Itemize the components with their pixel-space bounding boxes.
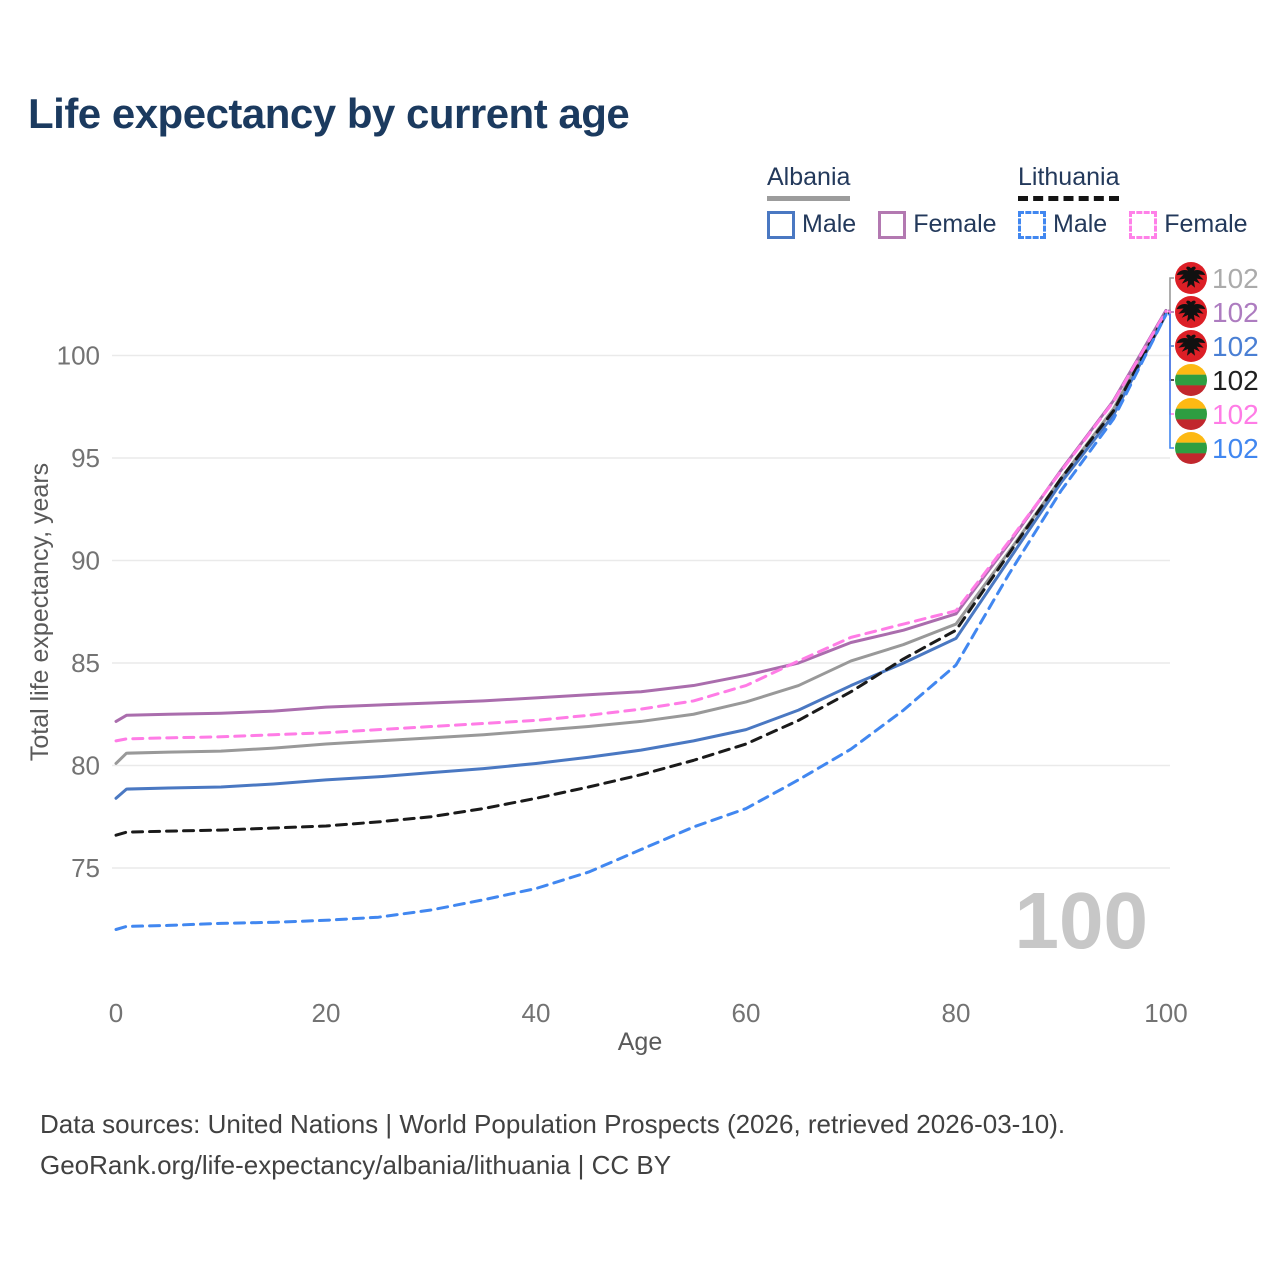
legend-item-lithuania-male[interactable]: Male <box>1018 210 1107 239</box>
end-value-label-lithuania-male: 102 <box>1212 433 1259 464</box>
attribution-line: GeoRank.org/life-expectancy/albania/lith… <box>40 1150 672 1180</box>
albania-male-checkbox[interactable] <box>767 210 795 239</box>
legend-item-albania-male[interactable]: Male <box>767 210 856 239</box>
chart-line-albania-male <box>114 313 1168 800</box>
legend-label: Female <box>913 210 997 238</box>
page-title: Life expectancy by current age <box>28 90 630 137</box>
end-connector <box>1168 313 1174 449</box>
end-connector <box>1168 313 1174 347</box>
legend-items-albania: Male Female <box>767 210 1019 239</box>
chart-line-lithuania-female <box>114 309 1168 743</box>
albania-eagle <box>1176 266 1206 288</box>
legend-items-lithuania: Male Female <box>1018 210 1270 239</box>
x-tick-label-40: 40 <box>522 998 551 1028</box>
x-tick-label-20: 20 <box>312 998 341 1028</box>
y-tick-label-80: 80 <box>71 751 100 781</box>
legend-label: Female <box>1164 210 1248 238</box>
end-value-label-albania: 102 <box>1212 263 1259 294</box>
albania-eagle <box>1176 300 1206 322</box>
y-tick-label-85: 85 <box>71 648 100 678</box>
chart-line-albania <box>114 310 1168 765</box>
end-connector <box>1168 277 1174 314</box>
chart-line-lithuania-male <box>114 313 1168 931</box>
x-tick-label-0: 0 <box>109 998 123 1028</box>
chart-line-lithuania <box>114 311 1168 837</box>
y-tick-label-100: 100 <box>57 341 100 371</box>
end-value-label-albania-female: 102 <box>1212 297 1259 328</box>
legend-label: Male <box>802 210 857 238</box>
legend-header-lithuania: Lithuania <box>1018 163 1120 201</box>
x-tick-label-100: 100 <box>1144 998 1187 1028</box>
chart-line-albania-female <box>114 308 1168 723</box>
footer: Data sources: United Nations | World Pop… <box>40 1104 1065 1186</box>
end-value-label-lithuania-female: 102 <box>1212 399 1259 430</box>
legend-group-albania: Albania Male Female <box>767 163 1019 239</box>
y-tick-label-95: 95 <box>71 443 100 473</box>
end-value-label-lithuania: 102 <box>1212 365 1259 396</box>
x-tick-label-80: 80 <box>942 998 971 1028</box>
lithuania-male-checkbox[interactable] <box>1018 210 1046 239</box>
legend-label: Male <box>1053 210 1108 238</box>
albania-female-checkbox[interactable] <box>878 210 907 239</box>
current-age-watermark: 100 <box>1015 876 1148 965</box>
end-connector <box>1168 310 1174 415</box>
y-tick-label-90: 90 <box>71 546 100 576</box>
end-value-label-albania-male: 102 <box>1212 331 1259 362</box>
y-axis-title: Total life expectancy, years <box>26 463 54 761</box>
legend-header-albania: Albania <box>767 163 851 201</box>
lithuania-female-checkbox[interactable] <box>1129 210 1158 239</box>
data-sources-line: Data sources: United Nations | World Pop… <box>40 1109 1066 1139</box>
legend-group-lithuania: Lithuania Male Female <box>1018 163 1270 239</box>
y-tick-label-75: 75 <box>71 853 100 883</box>
lithuania-flag-icon <box>1175 432 1207 464</box>
lithuania-flag-icon <box>1175 398 1207 430</box>
lithuania-flag-icon <box>1175 364 1207 396</box>
x-tick-label-60: 60 <box>732 998 761 1028</box>
legend-item-albania-female[interactable]: Female <box>878 210 997 239</box>
albania-eagle <box>1176 334 1206 356</box>
legend-item-lithuania-female[interactable]: Female <box>1129 210 1248 239</box>
x-axis-title: Age <box>618 1028 662 1056</box>
